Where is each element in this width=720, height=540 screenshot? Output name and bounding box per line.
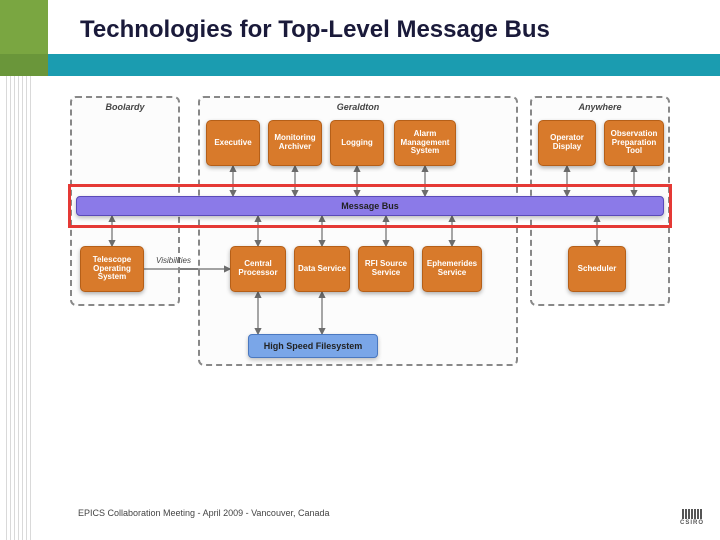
architecture-diagram: Boolardy Geraldton Anywhere ExecutiveMonito…: [70, 96, 670, 396]
node-alarm: Alarm Management System: [394, 120, 456, 166]
region-label-geraldton: Geraldton: [337, 102, 380, 112]
teal-bar: [0, 54, 720, 76]
decorative-lines: [0, 70, 31, 540]
logo-bars: [682, 509, 702, 519]
logo-text: CSIRO: [680, 520, 704, 526]
page-title: Technologies for Top-Level Message Bus: [80, 16, 550, 44]
node-sched: Scheduler: [568, 246, 626, 292]
node-op-display: Operator Display: [538, 120, 596, 166]
node-tos: Telescope Operating System: [80, 246, 144, 292]
green-block-upper: [0, 0, 48, 54]
node-data-svc: Data Service: [294, 246, 350, 292]
csiro-logo: CSIRO: [680, 509, 704, 526]
node-executive: Executive: [206, 120, 260, 166]
green-block-lower: [0, 54, 48, 76]
node-obs-prep: Observation Preparation Tool: [604, 120, 664, 166]
visibilities-label: Visibilities: [156, 256, 191, 265]
high-speed-filesystem: High Speed Filesystem: [248, 334, 378, 358]
region-label-anywhere: Anywhere: [578, 102, 621, 112]
node-cproc: Central Processor: [230, 246, 286, 292]
node-rfi: RFI Source Service: [358, 246, 414, 292]
region-label-boolardy: Boolardy: [105, 102, 144, 112]
footer-text: EPICS Collaboration Meeting - April 2009…: [78, 508, 329, 518]
node-logging: Logging: [330, 120, 384, 166]
node-mon-arch: Monitoring Archiver: [268, 120, 322, 166]
node-eph: Ephemerides Service: [422, 246, 482, 292]
message-bus: Message Bus: [76, 196, 664, 216]
